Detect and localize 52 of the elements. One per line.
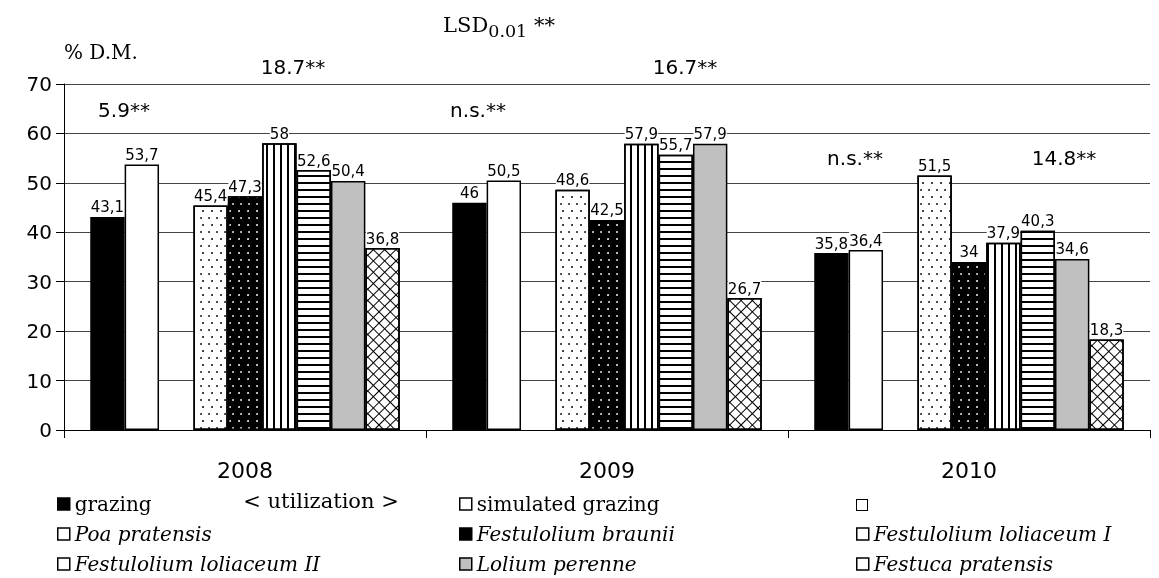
data-label: 35,8 <box>814 234 849 253</box>
data-label: 50,5 <box>487 161 521 180</box>
legend-label: simulated grazing <box>476 492 660 516</box>
data-label: 48,6 <box>555 171 590 190</box>
data-label: 18,3 <box>1089 321 1124 340</box>
y-tick-label: 10 <box>26 368 52 393</box>
data-label: 57,9 <box>624 125 659 144</box>
y-tick-label: 0 <box>39 418 52 442</box>
legend-label: Festulolium loliaceum I <box>872 522 1113 546</box>
data-label: 43,1 <box>90 198 125 217</box>
text: < utilization > <box>243 489 399 514</box>
y-tick-label: 20 <box>26 319 52 344</box>
x-tick-label: 2010 <box>941 457 997 483</box>
data-label: 53,7 <box>125 146 159 165</box>
data-label: 36,8 <box>365 229 400 248</box>
y-tick-label: 70 <box>26 72 52 96</box>
text: 18.7** <box>260 55 326 79</box>
text: LSD$_{0.01}$ ** <box>443 13 555 42</box>
data-label: 55,7 <box>659 136 693 155</box>
annotation: 5.9** <box>98 98 150 122</box>
data-label: 57,9 <box>693 125 727 144</box>
data-label: 34 <box>959 243 979 262</box>
data-label: 58 <box>269 124 289 143</box>
data-label: 51,5 <box>917 156 952 175</box>
data-label: 52,6 <box>297 151 331 170</box>
legend-label: Poa pratensis <box>73 522 212 546</box>
legend-label: grazing <box>74 492 152 516</box>
data-label: 26,7 <box>727 279 762 298</box>
legend-label: Festulolium loliaceum II <box>73 552 322 576</box>
data-label: 46 <box>459 184 479 203</box>
text: 16.7** <box>652 55 718 79</box>
data-label: 47,3 <box>228 177 262 196</box>
data-label: 42,5 <box>590 201 624 220</box>
legend-label: Lolium perenne <box>475 552 637 576</box>
annotation: n.s.** <box>827 146 883 170</box>
data-label: 40,3 <box>1021 212 1055 231</box>
data-label: 45,4 <box>193 187 228 206</box>
y-tick-label: 40 <box>26 220 52 245</box>
x-tick-label: 2009 <box>579 457 635 483</box>
y-axis-title: % D.M. <box>64 40 138 64</box>
annotation: n.s.** <box>450 98 506 122</box>
y-tick-label: 50 <box>26 170 52 195</box>
data-label: 37,9 <box>986 224 1021 243</box>
data-label: 34,6 <box>1055 240 1089 259</box>
data-label: 50,4 <box>331 162 365 181</box>
x-tick-label: 2008 <box>217 457 273 483</box>
y-tick-label: 30 <box>26 269 52 294</box>
data-label: 36,4 <box>849 231 883 250</box>
legend-label: Festuca pratensis <box>872 552 1053 576</box>
legend-label: Festulolium braunii <box>475 522 675 546</box>
annotation: 14.8** <box>1031 146 1097 170</box>
y-tick-label: 60 <box>26 121 52 146</box>
